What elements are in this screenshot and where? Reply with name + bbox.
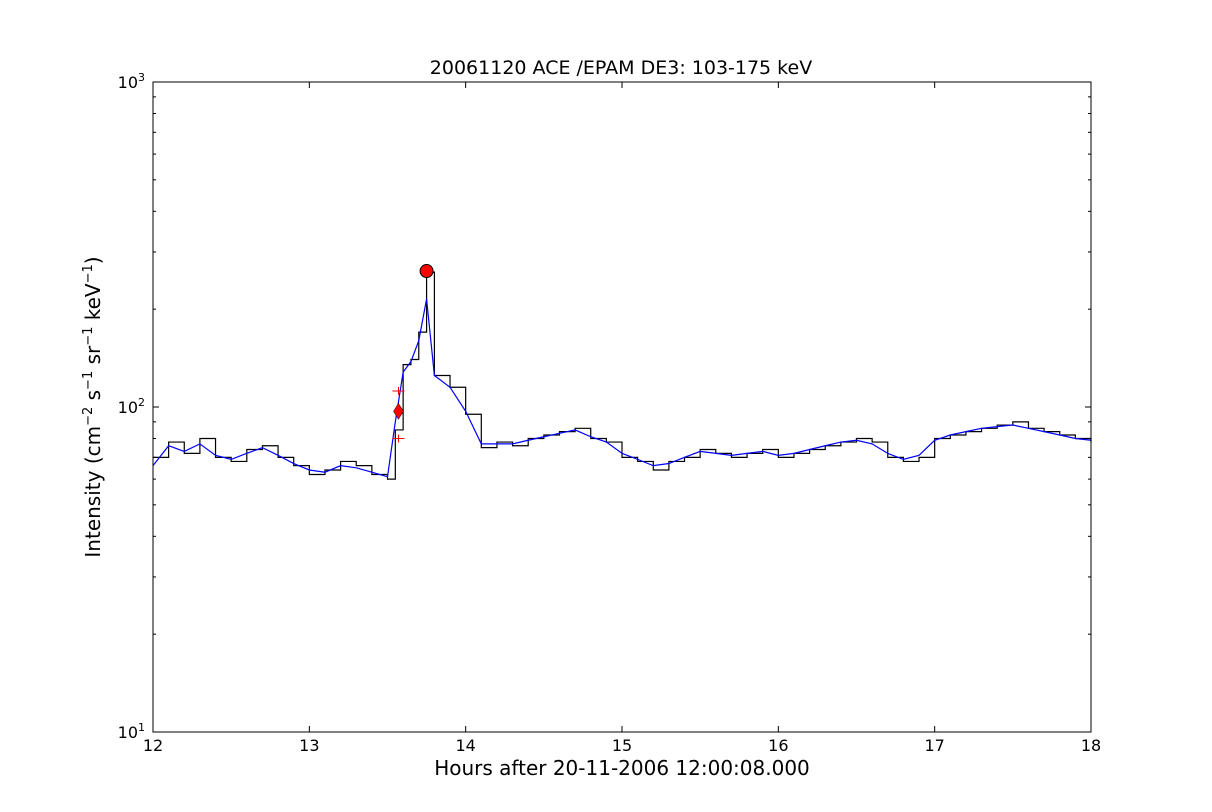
x-tick-label: 16 — [768, 736, 788, 755]
x-tick-label: 15 — [612, 736, 632, 755]
x-tick-label: 17 — [924, 736, 944, 755]
chart-title: 20061120 ACE /EPAM DE3: 103-175 keV — [430, 57, 812, 79]
onset-error-marker — [392, 434, 405, 443]
series-line-1 — [152, 298, 1092, 478]
plot-frame — [152, 81, 1092, 733]
y-tick-label: 103 — [118, 71, 145, 92]
series-layer — [152, 271, 1092, 480]
x-axis-title: Hours after 20-11-2006 12:00:08.000 — [434, 756, 810, 780]
y-tick-label: 102 — [118, 396, 145, 417]
x-axis: 12 13 14 15 16 17 18 — [143, 82, 1101, 755]
x-tick-label: 18 — [1081, 736, 1101, 755]
onset-marker — [393, 402, 404, 420]
x-tick-label: 13 — [299, 736, 319, 755]
marker-layer — [392, 264, 434, 443]
x-tick-label: 12 — [143, 736, 163, 755]
series-line-0 — [153, 271, 1092, 480]
onset-error-marker — [392, 387, 405, 396]
x-tick-label: 14 — [455, 736, 475, 755]
y-axis: 101 102 103 — [118, 71, 1091, 742]
y-axis-title: Intensity (cm−2 s−1 sr−1 keV−1) — [81, 256, 105, 557]
peak-marker — [419, 264, 434, 279]
y-tick-label: 101 — [118, 721, 145, 742]
